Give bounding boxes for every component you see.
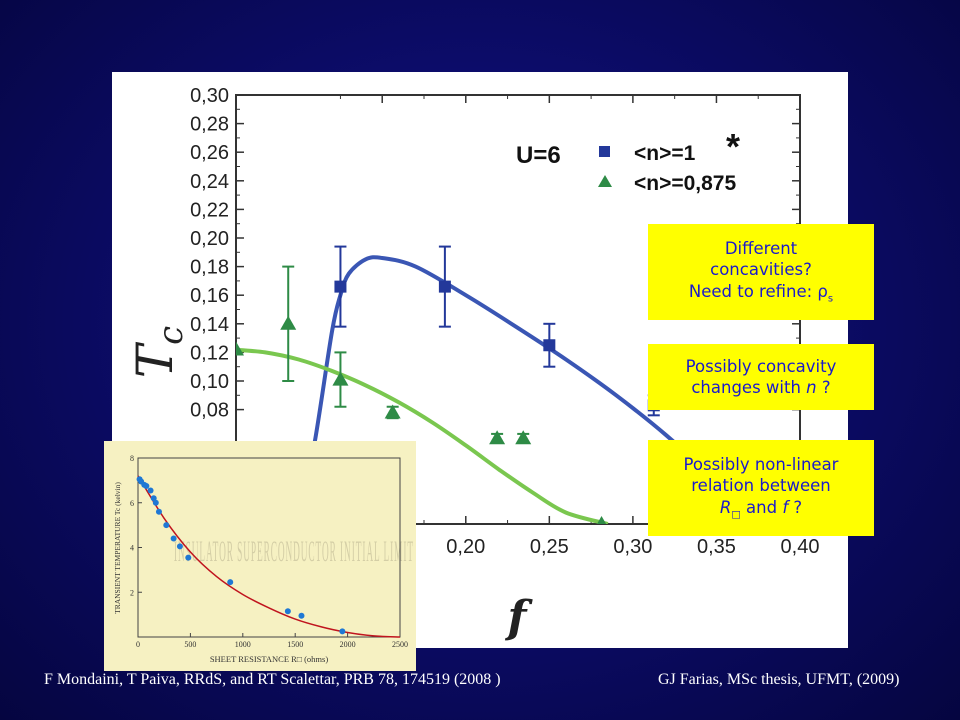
note-3-sub: □ [731, 508, 741, 520]
triangle-point [596, 516, 607, 524]
square-point [334, 280, 347, 293]
note-2-tail: ? [816, 378, 831, 397]
inset-data-point [284, 608, 291, 615]
inset-data-point [143, 482, 150, 489]
y-tick-label: 0,28 [190, 114, 229, 136]
note-3-mid: and [740, 497, 783, 517]
inset-data-point [152, 499, 159, 506]
inset-data-point [298, 612, 305, 619]
triangle-point [332, 371, 349, 386]
y-tick-label: 0,10 [190, 371, 229, 393]
y-tick-label: 0,08 [190, 400, 229, 422]
inset-data-point [176, 543, 183, 550]
inset-y-axis-label: TRANSIENT TEMPERATURE Tc (kelvin) [113, 482, 122, 614]
legend-label-n0875: <n>=0,875 [634, 172, 736, 195]
y-tick-label: 0,22 [190, 199, 229, 221]
inset-data-point [147, 487, 154, 494]
note-3-var-f: f [782, 497, 789, 517]
inset-y-tick-label: 2 [130, 588, 134, 597]
y-tick-label: 0,14 [190, 314, 229, 336]
triangle-point [384, 404, 401, 419]
note-2-var-n: n [806, 378, 817, 397]
x-tick-label: 0,20 [446, 536, 485, 558]
note-1-sub: s [827, 292, 834, 304]
inset-x-tick-label: 1500 [287, 640, 303, 649]
triangle-point [489, 430, 506, 445]
note-3-tail: ? [788, 497, 803, 517]
plot-area [236, 245, 760, 524]
inset-y-tick-label: 4 [130, 544, 134, 553]
note-1-line-3: Need to refine: ρs [689, 281, 833, 306]
inset-data-point [150, 495, 157, 502]
note-3-line-1: Possibly non-linear [683, 455, 839, 475]
y-tick-label: 0,20 [190, 228, 229, 250]
inset-data-point [185, 554, 192, 561]
x-axis-label: f [505, 592, 534, 643]
inset-data-point [170, 535, 177, 542]
square-point [438, 280, 451, 293]
square-point [543, 339, 556, 352]
x-tick-label: 0,25 [530, 536, 569, 558]
note-non-linear-relation: Possibly non-linear relation between R□ … [648, 440, 874, 536]
inset-fit-curve [137, 475, 401, 638]
x-tick-label: 0,30 [613, 536, 652, 558]
note-1-rho: Need to refine: ρ [688, 281, 828, 301]
inset-x-axis-label: SHEET RESISTANCE R□ (ohms) [210, 654, 329, 664]
note-3-var-r: R [719, 497, 732, 517]
inset-x-tick-label: 0 [136, 640, 140, 649]
note-1-line-2: concavities? [710, 260, 812, 280]
note-3-line-2: relation between [691, 476, 831, 496]
inset-data-point [227, 579, 234, 586]
inset-x-tick-label: 2500 [392, 640, 408, 649]
x-tick-label: 0,40 [781, 536, 820, 558]
legend-title: U=6 [516, 142, 561, 169]
y-tick-label: 0,26 [190, 142, 229, 164]
inset-data-point [339, 628, 346, 635]
y-tick-label: 0,18 [190, 257, 229, 279]
note-3-line-3: R□ and f ? [720, 497, 802, 522]
note-2-line-1: Possibly concavity [685, 356, 837, 376]
inset-x-tick-label: 1000 [235, 640, 251, 649]
y-axis-label: Tc [126, 326, 191, 378]
inset-y-tick-label: 8 [130, 454, 134, 463]
y-tick-label: 0,24 [190, 171, 229, 193]
note-2-line-2: changes with n ? [691, 377, 830, 398]
triangle-point [280, 315, 297, 330]
blue-fit-curve [296, 255, 760, 524]
citation-right: GJ Farias, MSc thesis, UFMT, (2009) [658, 671, 900, 688]
note-different-concavities: Different concavities? Need to refine: ρ… [648, 224, 874, 320]
annotation-asterisk: * [726, 126, 740, 167]
note-1-line-1: Different [724, 239, 798, 259]
legend-triangle-marker [598, 175, 612, 187]
watermark-text: INSULATOR SUPERCONDUCTOR INITIAL LIMIT [174, 535, 414, 568]
inset-y-tick-label: 6 [130, 499, 134, 508]
citation-left: F Mondaini, T Paiva, RRdS, and RT Scalet… [44, 671, 501, 688]
x-tick-label: 0,35 [697, 536, 736, 558]
note-2-text: changes with [691, 378, 807, 397]
legend-label-n1: <n>=1 [634, 142, 696, 165]
triangle-point [515, 430, 532, 445]
triangle-point [236, 341, 244, 356]
note-concavity-changes: Possibly concavity changes with n ? [648, 344, 874, 410]
y-tick-label: 0,12 [190, 342, 229, 364]
inset-chart: INSULATOR SUPERCONDUCTOR INITIAL LIMIT 8 6… [104, 441, 416, 671]
inset-x-tick-label: 2000 [340, 640, 356, 649]
y-tick-label: 0,16 [190, 285, 229, 307]
y-tick-label: 0,30 [190, 85, 229, 107]
green-fit-curve [236, 347, 609, 524]
inset-data-point [163, 522, 170, 529]
legend-square-marker [599, 146, 610, 157]
inset-x-tick-label: 500 [184, 640, 196, 649]
inset-data-point [155, 508, 162, 515]
